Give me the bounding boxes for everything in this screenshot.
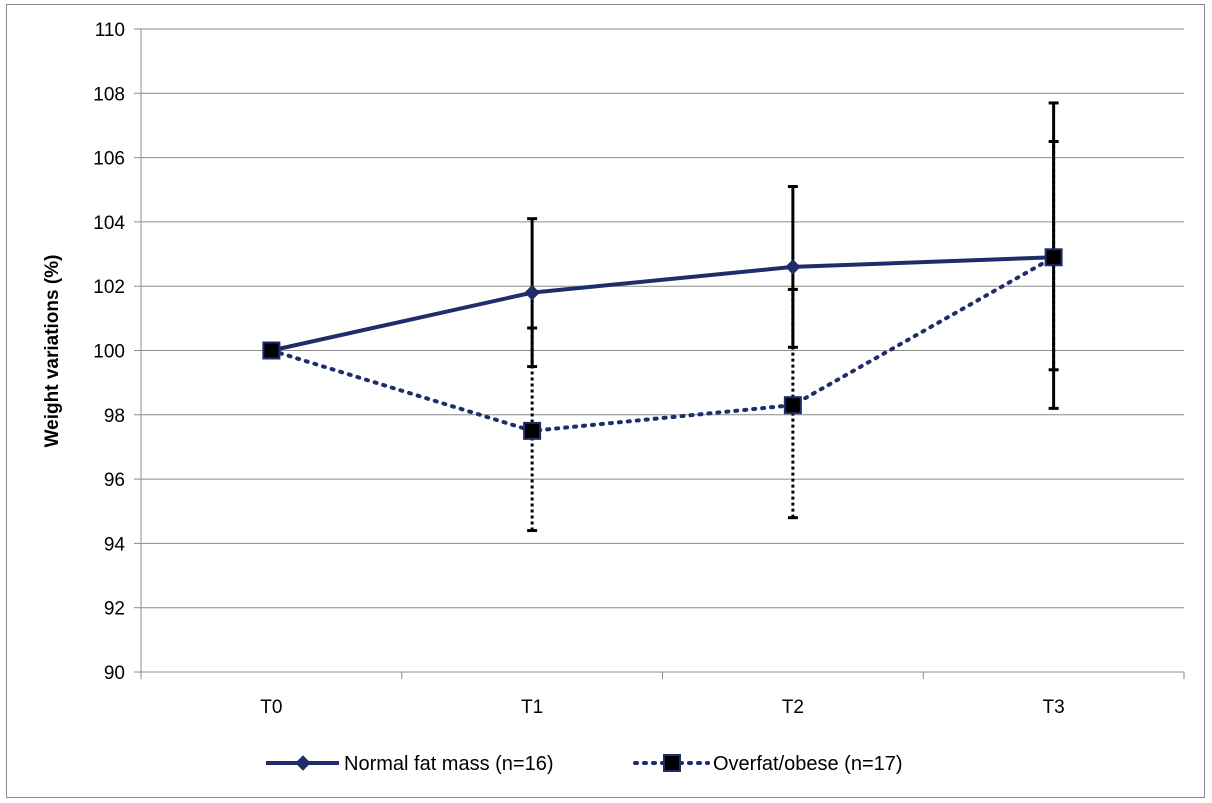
y-tick-label: 100 — [93, 342, 125, 363]
y-tick-label: 92 — [104, 599, 125, 620]
x-tick-label: T0 — [260, 697, 282, 718]
legend-label: Normal fat mass (n=16) — [344, 753, 554, 775]
x-tick-label: T3 — [1043, 697, 1065, 718]
x-tick-labels: T0 T1 T2 T3 — [260, 697, 1064, 718]
y-tick-label: 98 — [104, 406, 125, 427]
x-tick-label: T2 — [782, 697, 804, 718]
y-tick-label: 96 — [104, 470, 125, 491]
chart-frame — [6, 4, 1205, 798]
x-tick-label: T1 — [521, 697, 543, 718]
data-point — [524, 284, 540, 301]
y-tick-label: 90 — [104, 663, 125, 684]
data-point — [523, 421, 542, 440]
y-tick-labels: 90 92 94 96 98 100 102 104 106 108 110 — [93, 20, 125, 684]
series-markers — [262, 248, 1063, 440]
data-point — [785, 259, 801, 275]
data-point — [295, 755, 311, 771]
legend-label: Overfat/obese (n=17) — [713, 753, 903, 775]
legend: Normal fat mass (n=16) Overfat/obese (n=1… — [266, 753, 903, 775]
series-line — [270, 255, 1054, 353]
y-axis-label: Weight variations (%) — [42, 255, 63, 448]
y-tick-label: 110 — [95, 20, 125, 41]
data-point — [783, 396, 802, 415]
y-tick-label: 108 — [93, 84, 125, 105]
series-lines — [269, 255, 1056, 433]
y-tick-label: 106 — [93, 149, 125, 170]
axes — [134, 28, 1185, 679]
error-bars — [527, 101, 1059, 533]
series-line — [269, 255, 1056, 433]
y-tick-label: 102 — [93, 277, 125, 298]
gridlines — [141, 28, 1184, 609]
data-point — [1044, 248, 1063, 267]
data-point — [262, 341, 281, 360]
y-tick-label: 104 — [93, 213, 125, 234]
y-tick-label: 94 — [104, 534, 126, 555]
data-point — [663, 754, 681, 772]
